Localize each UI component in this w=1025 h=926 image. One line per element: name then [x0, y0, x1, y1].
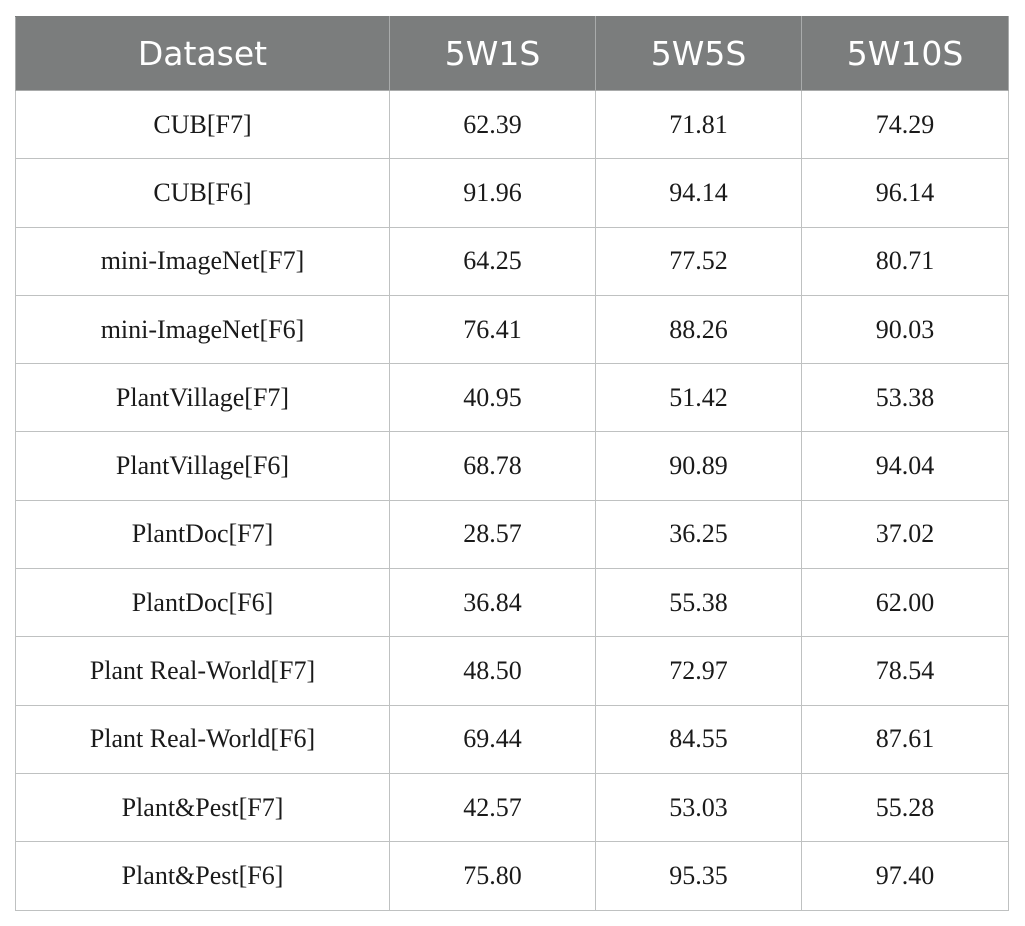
dataset-cell: Plant&Pest[F7]: [15, 772, 390, 843]
value-cell-5w10s: 80.71: [801, 226, 1009, 296]
header-5w10s: 5W10S: [801, 16, 1009, 91]
value-cell-5w1s: 76.41: [389, 294, 596, 365]
value-cell-5w10s: 37.02: [801, 499, 1009, 570]
table-row: CUB[F6] 91.96 94.14 96.14: [15, 158, 1009, 228]
table-row: PlantDoc[F6] 36.84 55.38 62.00: [15, 568, 1009, 638]
value-cell-5w10s: 96.14: [801, 158, 1009, 228]
value-cell-5w1s: 69.44: [389, 704, 596, 774]
value-cell-5w5s: 71.81: [595, 89, 802, 160]
table-row: PlantVillage[F6] 68.78 90.89 94.04: [15, 431, 1009, 501]
dataset-cell: Plant&Pest[F6]: [15, 841, 390, 911]
value-cell-5w5s: 95.35: [595, 841, 802, 911]
dataset-cell: PlantDoc[F6]: [15, 568, 390, 638]
value-cell-5w10s: 90.03: [801, 294, 1009, 365]
table-header: Dataset 5W1S 5W5S 5W10S: [15, 16, 1009, 91]
value-cell-5w1s: 48.50: [389, 636, 596, 706]
results-table-container: Dataset 5W1S 5W5S 5W10S CUB[F7] 62.39 71…: [15, 16, 1009, 911]
table-row: PlantDoc[F7] 28.57 36.25 37.02: [15, 499, 1009, 570]
value-cell-5w10s: 55.28: [801, 772, 1009, 843]
header-row: Dataset 5W1S 5W5S 5W10S: [15, 16, 1009, 91]
value-cell-5w1s: 40.95: [389, 363, 596, 433]
table-body: CUB[F7] 62.39 71.81 74.29 CUB[F6] 91.96 …: [15, 89, 1009, 911]
value-cell-5w5s: 36.25: [595, 499, 802, 570]
value-cell-5w5s: 53.03: [595, 772, 802, 843]
value-cell-5w1s: 28.57: [389, 499, 596, 570]
value-cell-5w10s: 94.04: [801, 431, 1009, 501]
value-cell-5w5s: 90.89: [595, 431, 802, 501]
value-cell-5w10s: 74.29: [801, 89, 1009, 160]
value-cell-5w10s: 78.54: [801, 636, 1009, 706]
value-cell-5w5s: 72.97: [595, 636, 802, 706]
value-cell-5w5s: 55.38: [595, 568, 802, 638]
dataset-cell: PlantVillage[F7]: [15, 363, 390, 433]
value-cell-5w1s: 64.25: [389, 226, 596, 296]
value-cell-5w10s: 87.61: [801, 704, 1009, 774]
dataset-cell: Plant Real-World[F6]: [15, 704, 390, 774]
table-row: PlantVillage[F7] 40.95 51.42 53.38: [15, 363, 1009, 433]
dataset-cell: mini-ImageNet[F6]: [15, 294, 390, 365]
dataset-cell: CUB[F6]: [15, 158, 390, 228]
table-row: Plant Real-World[F7] 48.50 72.97 78.54: [15, 636, 1009, 706]
value-cell-5w10s: 53.38: [801, 363, 1009, 433]
value-cell-5w1s: 42.57: [389, 772, 596, 843]
value-cell-5w5s: 51.42: [595, 363, 802, 433]
value-cell-5w1s: 62.39: [389, 89, 596, 160]
value-cell-5w5s: 77.52: [595, 226, 802, 296]
table-row: mini-ImageNet[F7] 64.25 77.52 80.71: [15, 226, 1009, 296]
value-cell-5w1s: 75.80: [389, 841, 596, 911]
value-cell-5w5s: 84.55: [595, 704, 802, 774]
value-cell-5w1s: 68.78: [389, 431, 596, 501]
dataset-cell: CUB[F7]: [15, 89, 390, 160]
value-cell-5w1s: 36.84: [389, 568, 596, 638]
value-cell-5w10s: 97.40: [801, 841, 1009, 911]
header-5w1s: 5W1S: [389, 16, 596, 91]
table-row: CUB[F7] 62.39 71.81 74.29: [15, 89, 1009, 160]
header-dataset: Dataset: [15, 16, 390, 91]
table-row: Plant&Pest[F6] 75.80 95.35 97.40: [15, 841, 1009, 911]
dataset-cell: mini-ImageNet[F7]: [15, 226, 390, 296]
value-cell-5w5s: 88.26: [595, 294, 802, 365]
value-cell-5w1s: 91.96: [389, 158, 596, 228]
results-table: Dataset 5W1S 5W5S 5W10S CUB[F7] 62.39 71…: [15, 16, 1009, 911]
dataset-cell: Plant Real-World[F7]: [15, 636, 390, 706]
value-cell-5w10s: 62.00: [801, 568, 1009, 638]
value-cell-5w5s: 94.14: [595, 158, 802, 228]
header-5w5s: 5W5S: [595, 16, 802, 91]
dataset-cell: PlantVillage[F6]: [15, 431, 390, 501]
table-row: Plant&Pest[F7] 42.57 53.03 55.28: [15, 772, 1009, 843]
dataset-cell: PlantDoc[F7]: [15, 499, 390, 570]
table-row: mini-ImageNet[F6] 76.41 88.26 90.03: [15, 294, 1009, 365]
table-row: Plant Real-World[F6] 69.44 84.55 87.61: [15, 704, 1009, 774]
